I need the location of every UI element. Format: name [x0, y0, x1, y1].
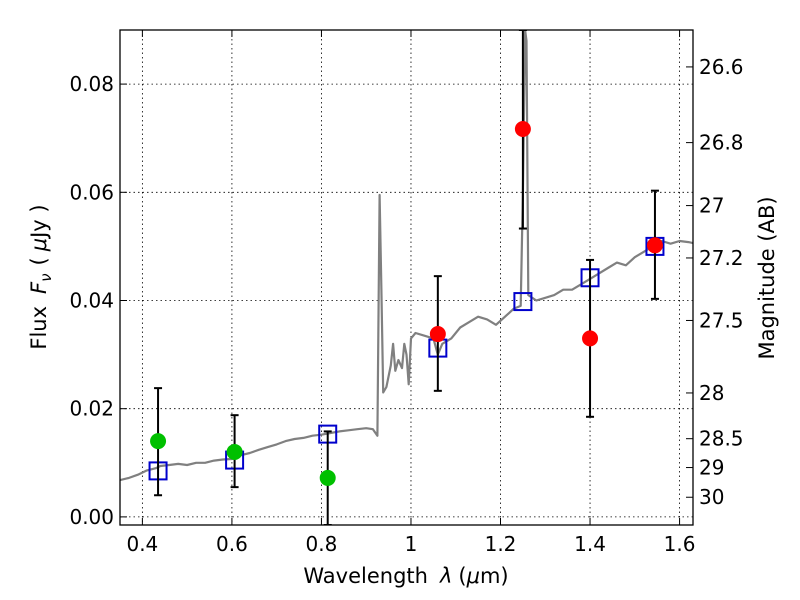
observed-optical-point: [319, 469, 336, 486]
observed-nir-point: [514, 121, 531, 137]
x-tick-label: 0.6: [216, 532, 248, 556]
x-tick-label: 1: [405, 532, 418, 556]
x-tick-label: 1.4: [574, 532, 606, 556]
mag-tick-label: 30: [699, 485, 724, 509]
grid: [120, 30, 693, 525]
plot-frame: [119, 29, 694, 526]
mag-tick-label: 28: [699, 381, 724, 405]
y-tick-label: 0.08: [69, 72, 114, 96]
mag-tick-label: 26.8: [699, 131, 744, 155]
mag-tick-label: 26.6: [699, 55, 744, 79]
x-tick-label: 0.4: [126, 532, 158, 556]
axes: 0.4 0.6 0.8 1 1.2 1.4 1.6 0.00 0.02 0.04 0.06 0.08 2…: [69, 30, 744, 556]
y-tick-label: 0.06: [69, 180, 114, 204]
mag-tick-label: 29: [699, 456, 724, 480]
x-tick-label: 1.2: [485, 532, 517, 556]
observed-nir-point: [582, 330, 599, 347]
observed-nir-point: [646, 237, 663, 254]
observed-optical-point: [226, 443, 243, 460]
mag-tick-label: 27: [699, 194, 724, 218]
observed-optical-point: [150, 433, 167, 450]
x-tick-label: 1.6: [664, 532, 696, 556]
y-axis-label: FluxFν(μJy ): [27, 204, 55, 349]
sed-model-line: [120, 30, 693, 482]
plot-area: [120, 30, 693, 525]
y-tick-label: 0.04: [69, 288, 114, 312]
mag-tick-label: 28.5: [699, 427, 744, 451]
model-photometry-point: [513, 292, 533, 312]
y-tick-label: 0.00: [69, 505, 114, 529]
magnitude-axis-label: Magnitude (AB): [755, 196, 779, 359]
y-tick-label: 0.02: [69, 397, 114, 421]
mag-tick-label: 27.2: [699, 246, 744, 270]
observed-nir-point: [429, 326, 446, 343]
x-tick-label: 0.8: [306, 532, 338, 556]
mag-tick-label: 27.5: [699, 308, 744, 332]
x-axis-label: Wavelength λ (μm): [303, 564, 508, 588]
